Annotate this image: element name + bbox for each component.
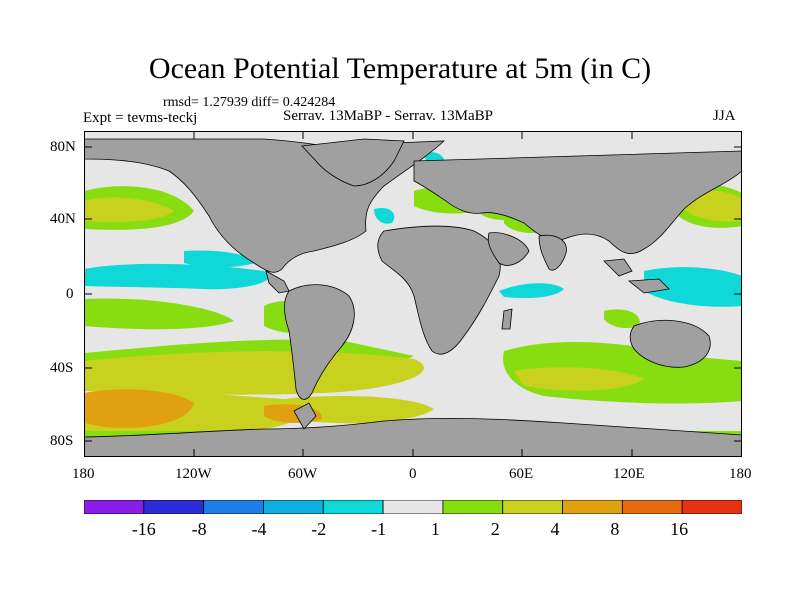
y-tick-80n: 80N	[50, 139, 76, 155]
colorbar-swatch	[562, 500, 623, 514]
y-tick-80s: 80S	[50, 433, 74, 449]
comparison-label: Serrav. 13MaBP - Serrav. 13MaBP	[283, 108, 493, 124]
temperature-anomaly-map	[84, 131, 742, 457]
colorbar-label: 1	[430, 519, 440, 539]
x-tick-60w: 60W	[288, 466, 318, 482]
colorbar-label: -1	[371, 519, 387, 539]
colorbar-label: 8	[610, 519, 620, 539]
experiment-label: Expt = tevms-teckj	[83, 110, 198, 126]
colorbar-label: -2	[311, 519, 327, 539]
colorbar-swatch	[382, 500, 444, 514]
colorbar-label: -16	[131, 519, 156, 539]
y-tick-40n: 40N	[50, 211, 76, 227]
axis-ticks	[84, 131, 742, 457]
colorbar-swatch	[322, 500, 384, 514]
land-masses	[84, 138, 742, 457]
colorbar	[84, 500, 742, 514]
colorbar-swatch	[84, 500, 145, 514]
colorbar-swatch	[143, 500, 205, 514]
x-tick-120e: 120E	[613, 466, 645, 482]
colorbar-swatch	[203, 500, 264, 514]
x-tick-120w: 120W	[175, 466, 212, 482]
colorbar-swatch	[442, 500, 504, 514]
colorbar-swatch	[681, 500, 742, 514]
stats-text: rmsd= 1.27939 diff= 0.424284	[163, 95, 336, 110]
x-tick-60e: 60E	[509, 466, 534, 482]
y-tick-40s: 40S	[50, 360, 74, 376]
colorbar-label: 16	[670, 519, 689, 539]
x-tick-180e: 180	[729, 466, 752, 482]
x-tick-0: 0	[409, 466, 417, 482]
colorbar-swatch	[621, 500, 683, 514]
colorbar-swatch	[502, 500, 563, 514]
colorbar-label: -4	[251, 519, 267, 539]
map-title: Ocean Potential Temperature at 5m (in C)	[148, 52, 652, 85]
colorbar-label: -8	[191, 519, 207, 539]
y-tick-0: 0	[66, 286, 74, 302]
colorbar-label: 2	[490, 519, 500, 539]
colorbar-label: 4	[550, 519, 560, 539]
x-tick-180w: 180	[72, 466, 95, 482]
season-label: JJA	[713, 108, 736, 124]
colorbar-swatch	[263, 500, 324, 514]
